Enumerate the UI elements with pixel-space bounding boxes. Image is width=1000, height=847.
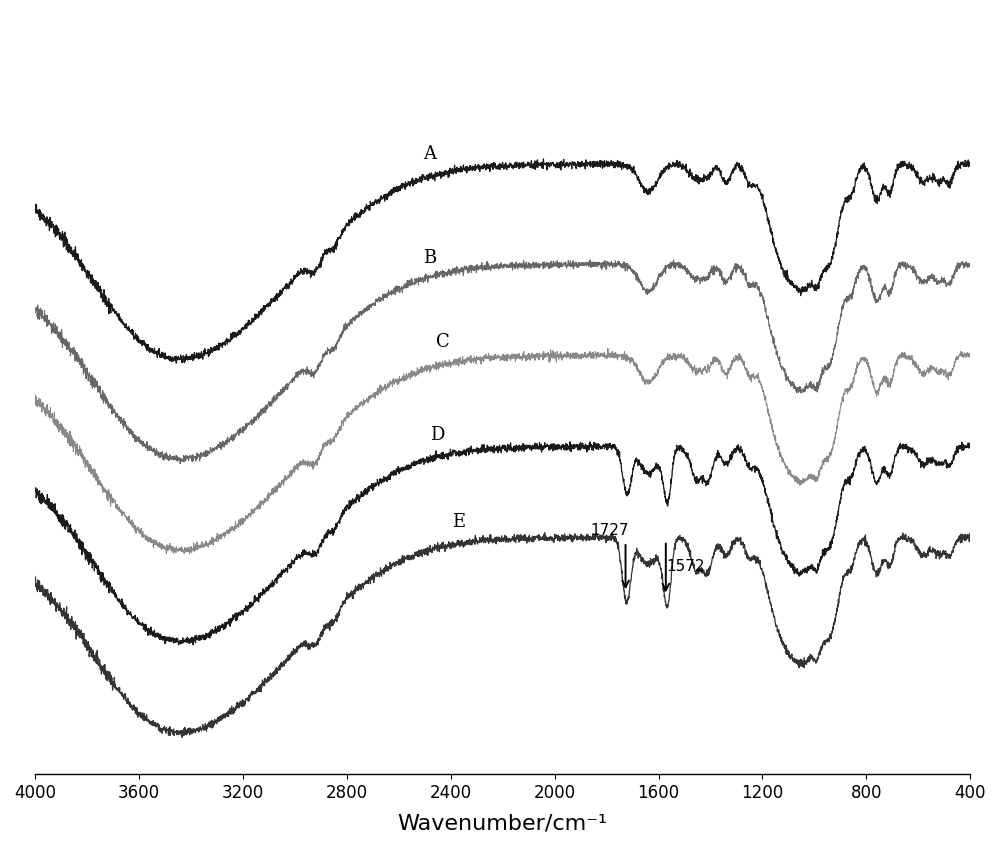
Text: C: C <box>436 333 450 351</box>
Text: A: A <box>423 145 436 163</box>
X-axis label: Wavenumber/cm⁻¹: Wavenumber/cm⁻¹ <box>398 813 608 833</box>
Text: 1727: 1727 <box>590 523 629 538</box>
Text: D: D <box>430 426 445 445</box>
Text: 1572: 1572 <box>666 559 704 574</box>
Text: B: B <box>423 249 436 267</box>
Text: E: E <box>452 512 465 530</box>
